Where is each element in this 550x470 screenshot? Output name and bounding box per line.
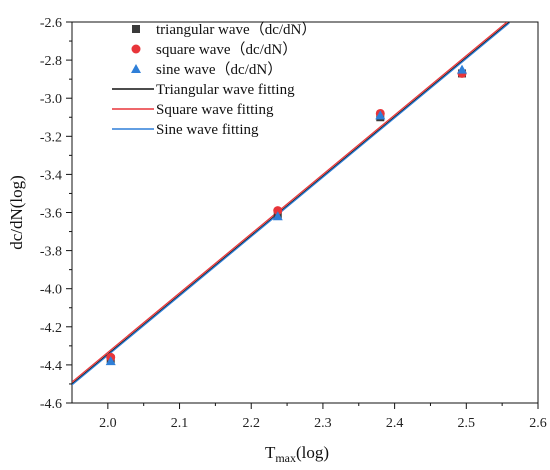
legend-label: sine wave（dc/dN）: [156, 61, 282, 78]
x-tick-label: 2.6: [529, 416, 547, 431]
fit-lines: [72, 22, 510, 386]
x-tick-label: 2.0: [99, 416, 117, 431]
data-point-triangle: [131, 64, 141, 73]
y-tick-label: -3.8: [40, 245, 62, 260]
data-point-triangle: [272, 211, 283, 221]
y-tick-label: -4.6: [40, 397, 62, 412]
x-axis-title-suffix: (log): [296, 443, 329, 462]
legend-label: square wave（dc/dN）: [156, 41, 297, 58]
plot-area: [71, 21, 539, 404]
x-axis-title: Tmax(log): [265, 443, 329, 465]
legend-label: Triangular wave fitting: [156, 82, 295, 98]
data-point-triangle: [375, 110, 386, 120]
x-tick-label: 2.5: [458, 416, 476, 431]
data-point-circle: [273, 206, 283, 216]
y-tick-label: -2.8: [40, 54, 62, 69]
legend-label: triangular wave（dc/dN）: [156, 21, 316, 38]
legend: triangular wave（dc/dN） square wave（dc/dN）…: [112, 21, 316, 138]
x-tick-label: 2.4: [386, 416, 404, 431]
data-point-square: [132, 25, 140, 33]
data-markers: [105, 64, 468, 366]
fit-line: [72, 22, 510, 385]
x-tick-label: 2.3: [314, 416, 332, 431]
y-tick-label: -3.6: [40, 207, 62, 222]
fit-line: [72, 22, 509, 383]
y-tick-label: -2.6: [40, 16, 62, 31]
plot-frame: [71, 21, 539, 404]
x-tick-label: 2.2: [242, 416, 260, 431]
x-axis-title-main: T: [265, 443, 276, 462]
y-tick-label: -4.0: [40, 283, 62, 298]
x-axis-title-subscript: max: [275, 451, 296, 465]
data-point-circle: [131, 44, 141, 54]
legend-label: Square wave fitting: [156, 102, 274, 118]
x-tick-label: 2.1: [171, 416, 189, 431]
y-axis-title: dc/dN(log): [7, 175, 26, 250]
data-point-triangle: [105, 356, 116, 366]
y-axis: -2.6 -2.8 -3.0 -3.2 -3.4 -3.6 -3.8 -4.0 -4.2 -4.4…: [40, 16, 72, 412]
y-tick-label: -3.2: [40, 130, 62, 145]
y-tick-label: -3.0: [40, 92, 62, 107]
x-axis: 2.0 2.1 2.2 2.3 2.4 2.5 2.6: [99, 403, 547, 431]
fit-line: [72, 22, 510, 386]
y-tick-label: -4.2: [40, 321, 62, 336]
y-tick-label: -3.4: [40, 168, 62, 183]
data-point-triangle: [457, 64, 468, 74]
legend-label: Sine wave fitting: [156, 122, 259, 138]
y-tick-label: -4.4: [40, 359, 62, 374]
